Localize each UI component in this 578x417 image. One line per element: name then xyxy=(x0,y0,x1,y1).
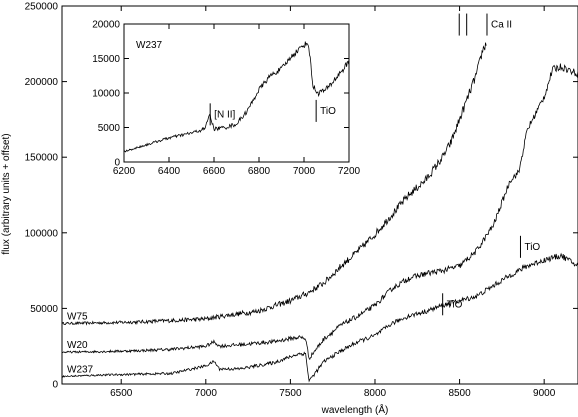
x-tick-label: 6600 xyxy=(203,166,226,177)
inset-plot-frame xyxy=(123,23,350,163)
y-tick-label: 5000 xyxy=(98,123,121,134)
x-tick-label: 8500 xyxy=(448,388,471,399)
y-tick-label: 150000 xyxy=(25,153,59,164)
annotation-label: TiO xyxy=(320,106,336,117)
main-axis-ticks: 6500 7000 7500 8000 8500 90000500001000001500… xyxy=(25,2,578,399)
inset-title: W237 xyxy=(136,40,163,51)
y-axis-label: flux (arbitrary units + offset) xyxy=(1,133,12,254)
x-tick-label: 9000 xyxy=(533,388,556,399)
annotation-label: TiO xyxy=(524,242,540,253)
series-label-w237: W237 xyxy=(67,364,94,375)
x-tick-label: 8000 xyxy=(364,388,387,399)
x-tick-label: 7000 xyxy=(195,388,218,399)
y-tick-label: 10000 xyxy=(92,89,120,100)
series-line-w20 xyxy=(61,63,578,361)
inset-series-group xyxy=(123,41,350,153)
series-label-w20: W20 xyxy=(67,340,88,351)
inset-annotations: [N II] TiO xyxy=(209,99,336,126)
x-tick-label: 7000 xyxy=(293,166,316,177)
x-tick-label: 6800 xyxy=(248,166,271,177)
x-tick-label: 7200 xyxy=(338,166,361,177)
y-tick-label: 200000 xyxy=(25,77,59,88)
series-line-w75 xyxy=(61,42,487,326)
annotation-label: [N II] xyxy=(214,109,235,120)
y-tick-label: 250000 xyxy=(25,2,59,13)
main-series-group: W75 W20 W237 xyxy=(61,42,578,383)
x-tick-label: 6200 xyxy=(113,166,136,177)
y-tick-label: 100000 xyxy=(25,228,59,239)
y-tick-label: 0 xyxy=(114,158,120,169)
x-tick-label: 6500 xyxy=(110,388,133,399)
y-tick-label: 20000 xyxy=(92,20,120,31)
x-axis-label: wavelength (Å) xyxy=(321,403,389,416)
inset-chart: [N II] TiO 6200 6400 6600 6800 7000 7200 0 5000 1… xyxy=(92,20,360,178)
annotation-label: TiO xyxy=(447,299,463,310)
x-tick-label: 7500 xyxy=(279,388,302,399)
series-line-w237 xyxy=(61,252,578,383)
y-tick-label: 15000 xyxy=(92,54,120,65)
series-line-inset xyxy=(123,41,350,153)
inset-background xyxy=(124,24,349,162)
x-tick-label: 6400 xyxy=(158,166,181,177)
main-annotations: Ca II TiO TiO xyxy=(442,13,540,316)
series-label-w75: W75 xyxy=(67,312,88,323)
main-plot-frame xyxy=(61,5,578,385)
annotation-label: Ca II xyxy=(491,20,512,31)
y-tick-label: 0 xyxy=(52,380,58,391)
y-tick-label: 50000 xyxy=(30,304,58,315)
